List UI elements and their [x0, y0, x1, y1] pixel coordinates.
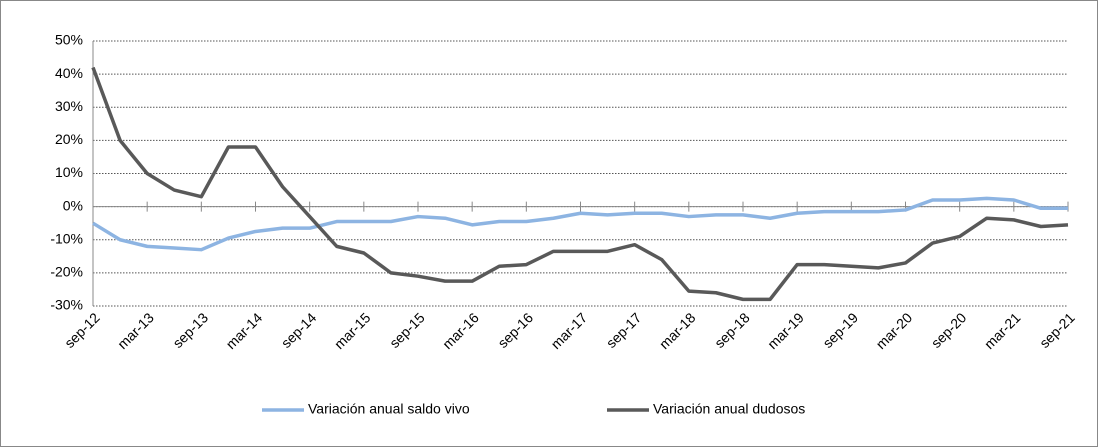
y-tick-label: 40%	[55, 65, 83, 81]
y-tick-label: 20%	[55, 131, 83, 147]
legend-label: Variación anual saldo vivo	[308, 401, 470, 417]
y-tick-label: 10%	[55, 164, 83, 180]
line-series	[91, 66, 1069, 302]
legend-label: Variación anual dudosos	[653, 401, 805, 417]
y-tick-label: 30%	[55, 98, 83, 114]
y-tick-label: 0%	[63, 197, 83, 213]
y-tick-label: -20%	[50, 264, 83, 280]
y-tick-label: -30%	[50, 297, 83, 313]
line-series	[92, 196, 1068, 252]
y-tick-label: -10%	[50, 230, 83, 246]
y-tick-label: 50%	[55, 32, 83, 48]
